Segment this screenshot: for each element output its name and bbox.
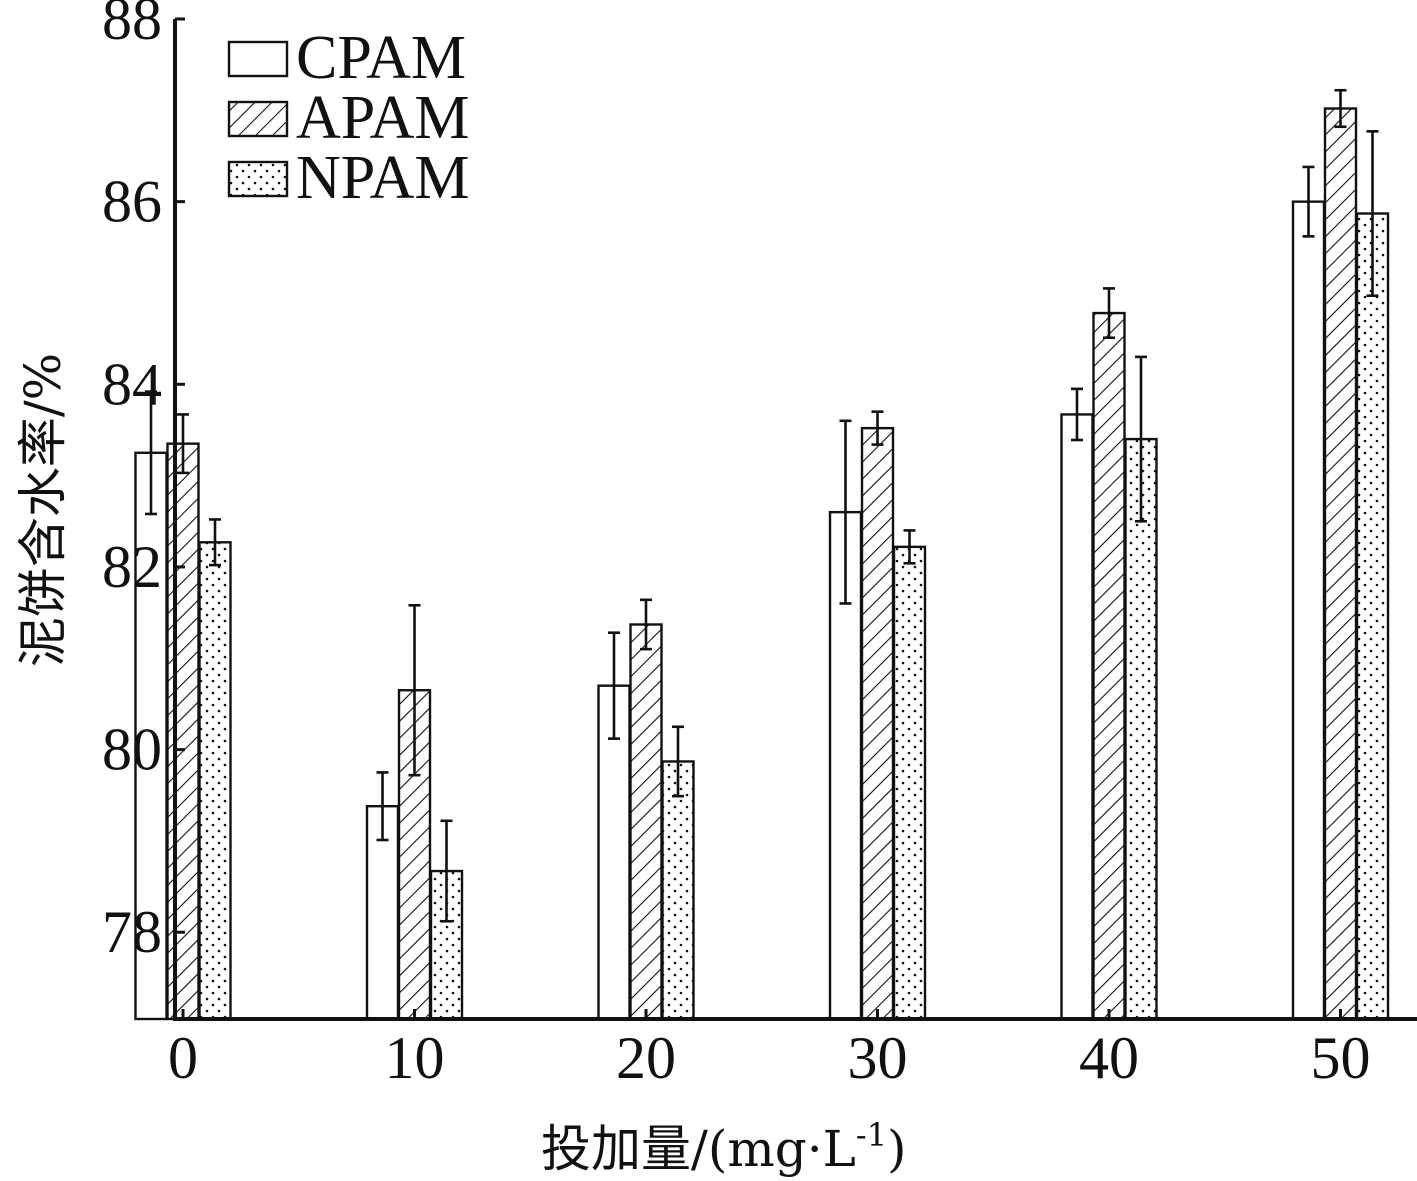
error-bar-apam-30 [871, 410, 884, 446]
error-bar-cpam-30 [839, 419, 852, 605]
bar-cpam-0 [134, 451, 168, 1021]
error-bar-npam-20 [672, 725, 684, 798]
error-bar-apam-40 [1103, 287, 1115, 340]
bar-apam-10 [397, 689, 432, 1021]
legend-label-npam: NPAM [296, 144, 469, 212]
error-bar-cpam-0 [145, 390, 157, 516]
y-tick-label-82: 82 [102, 534, 162, 600]
bar-npam-40 [1124, 437, 1158, 1021]
bar-apam-50 [1323, 107, 1358, 1021]
legend-label-apam: APAM [296, 84, 469, 152]
y-tick-label-88: 88 [102, 0, 162, 52]
bar-cpam-40 [1060, 413, 1094, 1021]
legend-label-cpam: CPAM [296, 24, 466, 92]
bar-apam-40 [1092, 311, 1126, 1021]
y-tick-label-78: 78 [102, 899, 162, 965]
error-bar-cpam-20 [608, 631, 620, 740]
bar-npam-30 [892, 545, 927, 1021]
y-tick-label-84: 84 [102, 351, 162, 417]
legend-swatch-apam [227, 100, 289, 138]
axes [173, 19, 1417, 1021]
x-tick-label-10: 10 [385, 1025, 445, 1091]
legend-swatch-cpam [227, 40, 289, 78]
error-bar-npam-30 [903, 529, 916, 565]
x-tick-label-30: 30 [848, 1025, 908, 1091]
error-bar-npam-50 [1366, 130, 1379, 298]
x-tick-group: 0 10 20 30 40 50 [168, 1009, 1371, 1091]
error-bar-cpam-50 [1302, 165, 1315, 238]
error-bar-cpam-10 [376, 771, 389, 842]
y-tick-label-80: 80 [102, 717, 162, 783]
error-bar-apam-50 [1334, 88, 1347, 129]
x-tick-label-40: 40 [1079, 1025, 1139, 1091]
error-bar-npam-0 [209, 518, 221, 567]
error-bar-cpam-40 [1071, 387, 1083, 442]
x-tick-label-0: 0 [168, 1025, 198, 1091]
y-axis-title: 泥饼含水率/% [14, 353, 72, 667]
x-axis-title: 投加量/(mg·L-1) [541, 1116, 907, 1178]
bar-npam-0 [198, 541, 232, 1021]
x-tick-label-50: 50 [1311, 1025, 1371, 1091]
error-bar-apam-0 [177, 413, 189, 475]
x-axis-title-main: 投加量/(mg·L [541, 1120, 856, 1178]
bar-npam-20 [661, 760, 695, 1021]
x-axis-title-tail: ) [887, 1120, 907, 1178]
bar-cpam-50 [1291, 200, 1326, 1021]
legend-swatch-npam [227, 160, 289, 198]
error-bar-npam-40 [1135, 355, 1147, 523]
bar-cpam-20 [597, 684, 631, 1021]
bar-apam-20 [629, 623, 663, 1021]
y-tick-group: 78 80 82 84 86 88 [102, 0, 185, 965]
error-bar-npam-10 [440, 819, 453, 923]
error-bar-apam-10 [408, 604, 421, 777]
bar-npam-50 [1355, 212, 1390, 1021]
x-tick-label-20: 20 [616, 1025, 676, 1091]
error-bar-group [145, 88, 1379, 923]
bar-series-group [134, 107, 1390, 1021]
x-axis-title-superscript: -1 [856, 1116, 887, 1154]
bar-apam-30 [860, 426, 895, 1021]
y-tick-label-86: 86 [102, 169, 162, 235]
error-bar-apam-20 [640, 598, 652, 651]
